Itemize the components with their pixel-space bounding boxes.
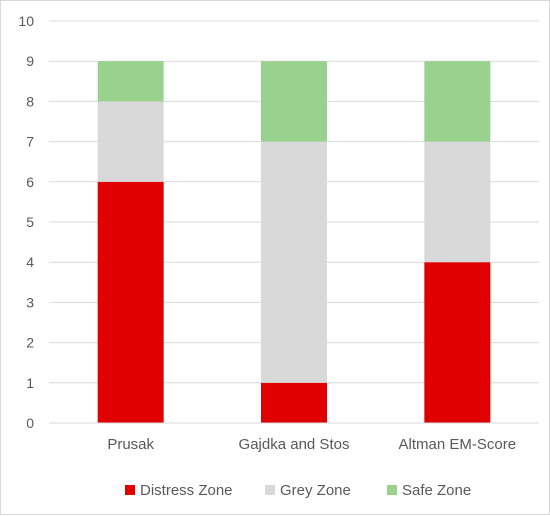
y-tick-label: 0: [26, 415, 34, 431]
y-tick-label: 8: [26, 93, 34, 109]
legend-label: Safe Zone: [402, 482, 471, 499]
legend-swatch: [125, 485, 135, 495]
bar-segment-safe-zone: [424, 61, 491, 142]
legend-label: Distress Zone: [140, 482, 233, 499]
y-tick-label: 3: [26, 294, 34, 310]
bar-segment-grey-zone: [424, 141, 491, 263]
legend-swatch: [265, 485, 275, 495]
x-category-label: Altman EM-Score: [399, 436, 517, 453]
y-tick-label: 2: [26, 335, 34, 351]
y-tick-label: 1: [26, 375, 34, 391]
bar-segment-distress-zone: [261, 382, 327, 423]
y-tick-label: 7: [26, 134, 34, 150]
x-category-label: Prusak: [107, 436, 154, 453]
bar-segment-distress-zone: [424, 262, 491, 423]
y-tick-label: 10: [18, 13, 34, 29]
y-tick-label: 5: [26, 214, 34, 230]
legend-label: Grey Zone: [280, 482, 351, 499]
y-tick-label: 6: [26, 174, 34, 190]
bar-segment-safe-zone: [97, 61, 164, 102]
bar-segment-distress-zone: [97, 181, 164, 423]
bar-segment-grey-zone: [97, 101, 164, 182]
bar-stacks: [97, 61, 491, 423]
bar-segment-grey-zone: [261, 141, 327, 383]
x-category-label: Gajdka and Stos: [239, 436, 350, 453]
legend: Distress Zone Grey Zone Safe Zone: [125, 482, 471, 499]
bar-segment-safe-zone: [261, 61, 327, 142]
legend-swatch: [387, 485, 397, 495]
y-tick-label: 4: [26, 254, 34, 270]
y-tick-label: 9: [26, 53, 34, 69]
axes: 0 1 2 3 4 5 6 7 8 9 10 Prusak Gajdka and Stos Altman …: [18, 13, 539, 453]
